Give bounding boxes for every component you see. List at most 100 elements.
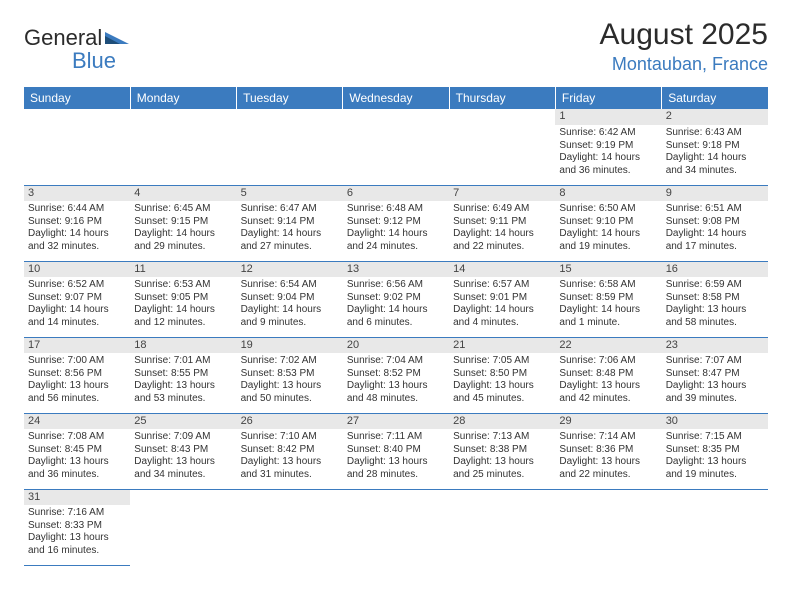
daylight-line2: and 45 minutes. bbox=[453, 393, 551, 406]
day-number: 23 bbox=[662, 337, 768, 353]
daylight-line2: and 34 minutes. bbox=[134, 469, 232, 482]
day-info: Sunrise: 7:16 AMSunset: 8:33 PMDaylight:… bbox=[24, 505, 130, 565]
day-info: Sunrise: 6:42 AMSunset: 9:19 PMDaylight:… bbox=[555, 125, 661, 185]
sunrise: Sunrise: 6:49 AM bbox=[453, 203, 551, 216]
day-info bbox=[343, 125, 449, 185]
sunset: Sunset: 8:45 PM bbox=[28, 444, 126, 457]
day-number bbox=[343, 489, 449, 505]
day-number: 30 bbox=[662, 413, 768, 429]
day-number: 15 bbox=[555, 261, 661, 277]
daylight-line1: Daylight: 14 hours bbox=[28, 304, 126, 317]
daylight-line2: and 4 minutes. bbox=[453, 317, 551, 330]
sunset: Sunset: 9:14 PM bbox=[241, 216, 339, 229]
day-number: 25 bbox=[130, 413, 236, 429]
sunset: Sunset: 8:53 PM bbox=[241, 368, 339, 381]
day-info: Sunrise: 7:13 AMSunset: 8:38 PMDaylight:… bbox=[449, 429, 555, 489]
sunrise: Sunrise: 7:01 AM bbox=[134, 355, 232, 368]
logo: GeneralBlue bbox=[24, 18, 129, 74]
sunrise: Sunrise: 7:02 AM bbox=[241, 355, 339, 368]
sunset: Sunset: 9:05 PM bbox=[134, 292, 232, 305]
daylight-line1: Daylight: 14 hours bbox=[666, 228, 764, 241]
day-info: Sunrise: 6:58 AMSunset: 8:59 PMDaylight:… bbox=[555, 277, 661, 337]
day-info: Sunrise: 7:07 AMSunset: 8:47 PMDaylight:… bbox=[662, 353, 768, 413]
sunset: Sunset: 8:43 PM bbox=[134, 444, 232, 457]
location: Montauban, France bbox=[600, 54, 768, 75]
sunset: Sunset: 8:38 PM bbox=[453, 444, 551, 457]
day-number: 11 bbox=[130, 261, 236, 277]
sunset: Sunset: 8:52 PM bbox=[347, 368, 445, 381]
sunset: Sunset: 8:47 PM bbox=[666, 368, 764, 381]
info-row: Sunrise: 6:44 AMSunset: 9:16 PMDaylight:… bbox=[24, 201, 768, 261]
sunrise: Sunrise: 6:43 AM bbox=[666, 127, 764, 140]
sunset: Sunset: 9:15 PM bbox=[134, 216, 232, 229]
info-row: Sunrise: 6:52 AMSunset: 9:07 PMDaylight:… bbox=[24, 277, 768, 337]
daylight-line1: Daylight: 13 hours bbox=[666, 456, 764, 469]
day-number: 6 bbox=[343, 185, 449, 201]
daylight-line1: Daylight: 13 hours bbox=[559, 456, 657, 469]
daylight-line1: Daylight: 14 hours bbox=[347, 228, 445, 241]
daylight-line1: Daylight: 13 hours bbox=[241, 380, 339, 393]
daynum-row: 12 bbox=[24, 109, 768, 125]
day-info: Sunrise: 6:59 AMSunset: 8:58 PMDaylight:… bbox=[662, 277, 768, 337]
day-info: Sunrise: 7:06 AMSunset: 8:48 PMDaylight:… bbox=[555, 353, 661, 413]
daylight-line1: Daylight: 14 hours bbox=[241, 304, 339, 317]
day-info: Sunrise: 6:47 AMSunset: 9:14 PMDaylight:… bbox=[237, 201, 343, 261]
daylight-line1: Daylight: 13 hours bbox=[453, 456, 551, 469]
daylight-line2: and 19 minutes. bbox=[559, 241, 657, 254]
sunrise: Sunrise: 7:10 AM bbox=[241, 431, 339, 444]
info-row: Sunrise: 7:08 AMSunset: 8:45 PM Daylight:… bbox=[24, 429, 768, 489]
weekday-header: Wednesday bbox=[343, 87, 449, 109]
sunrise: Sunrise: 6:52 AM bbox=[28, 279, 126, 292]
day-info bbox=[449, 125, 555, 185]
sunset: Sunset: 8:55 PM bbox=[134, 368, 232, 381]
daylight-line2: and 22 minutes. bbox=[453, 241, 551, 254]
day-info bbox=[24, 125, 130, 185]
day-number bbox=[662, 489, 768, 505]
weekday-header: Sunday bbox=[24, 87, 130, 109]
daylight-line1: Daylight: 14 hours bbox=[559, 304, 657, 317]
weekday-header: Friday bbox=[555, 87, 661, 109]
sunset: Sunset: 8:42 PM bbox=[241, 444, 339, 457]
info-row: Sunrise: 7:00 AMSunset: 8:56 PMDaylight:… bbox=[24, 353, 768, 413]
sunrise: Sunrise: 6:42 AM bbox=[559, 127, 657, 140]
day-info: Sunrise: 6:43 AMSunset: 9:18 PMDaylight:… bbox=[662, 125, 768, 185]
sunrise: Sunrise: 7:14 AM bbox=[559, 431, 657, 444]
day-number: 28 bbox=[449, 413, 555, 429]
day-number: 14 bbox=[449, 261, 555, 277]
sunset: Sunset: 8:56 PM bbox=[28, 368, 126, 381]
daylight-line2: and 19 minutes. bbox=[666, 469, 764, 482]
daynum-row: 17181920212223 bbox=[24, 337, 768, 353]
daylight-line1: Daylight: 14 hours bbox=[559, 228, 657, 241]
sunrise: Sunrise: 7:05 AM bbox=[453, 355, 551, 368]
day-number: 19 bbox=[237, 337, 343, 353]
logo-blue: Blue bbox=[24, 48, 129, 74]
info-row: Sunrise: 7:16 AMSunset: 8:33 PMDaylight:… bbox=[24, 505, 768, 565]
daylight-line2: and 31 minutes. bbox=[241, 469, 339, 482]
day-number: 1 bbox=[555, 109, 661, 125]
daylight-line2: and 27 minutes. bbox=[241, 241, 339, 254]
weekday-header: Monday bbox=[130, 87, 236, 109]
daylight-line2: and 36 minutes. bbox=[28, 469, 126, 482]
day-info: Sunrise: 7:00 AMSunset: 8:56 PMDaylight:… bbox=[24, 353, 130, 413]
daylight-line2: and 9 minutes. bbox=[241, 317, 339, 330]
sunrise: Sunrise: 7:09 AM bbox=[134, 431, 232, 444]
day-number bbox=[130, 489, 236, 505]
sunrise: Sunrise: 6:45 AM bbox=[134, 203, 232, 216]
day-number: 31 bbox=[24, 489, 130, 505]
day-number: 12 bbox=[237, 261, 343, 277]
sunrise: Sunrise: 6:54 AM bbox=[241, 279, 339, 292]
sunrise: Sunrise: 7:08 AM bbox=[28, 431, 126, 444]
day-info: Sunrise: 6:57 AMSunset: 9:01 PMDaylight:… bbox=[449, 277, 555, 337]
daylight-line1: Daylight: 13 hours bbox=[347, 380, 445, 393]
calendar-body: 12Sunrise: 6:42 AMSunset: 9:19 PMDayligh… bbox=[24, 109, 768, 565]
daylight-line1: Daylight: 13 hours bbox=[28, 380, 126, 393]
sunset: Sunset: 9:01 PM bbox=[453, 292, 551, 305]
sunset: Sunset: 9:12 PM bbox=[347, 216, 445, 229]
sunset: Sunset: 9:04 PM bbox=[241, 292, 339, 305]
day-number: 22 bbox=[555, 337, 661, 353]
day-info bbox=[449, 505, 555, 565]
daylight-line2: and 28 minutes. bbox=[347, 469, 445, 482]
sunset: Sunset: 8:58 PM bbox=[666, 292, 764, 305]
sunset: Sunset: 8:35 PM bbox=[666, 444, 764, 457]
sunrise: Sunrise: 6:50 AM bbox=[559, 203, 657, 216]
